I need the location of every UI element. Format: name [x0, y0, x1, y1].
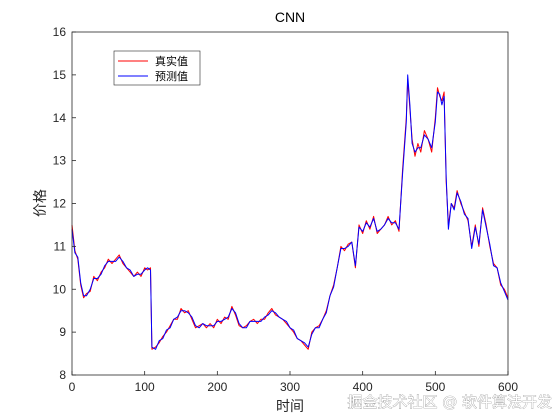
chart-title: CNN	[275, 9, 305, 25]
y-axis-label: 价格	[33, 189, 49, 217]
legend: 真实值 预测值	[113, 50, 201, 86]
y-tick-label: 16	[53, 25, 67, 39]
x-tick-label: 600	[498, 380, 518, 394]
x-tick-label: 500	[425, 380, 445, 394]
x-axis-label: 时间	[276, 399, 304, 415]
x-tick-label: 100	[135, 380, 155, 394]
x-tick-label: 200	[207, 380, 227, 394]
x-tick-label: 400	[353, 380, 373, 394]
y-tick-label: 8	[59, 368, 66, 382]
series-line-predicted	[71, 74, 509, 350]
x-tick-label: 300	[280, 380, 300, 394]
watermark-text: 掘金技术社区 @ 软件算法开发	[347, 393, 552, 411]
plot-area	[72, 32, 508, 375]
y-tick-label: 15	[53, 68, 67, 82]
x-tick-label: 0	[69, 380, 76, 394]
y-tick-label: 14	[53, 111, 67, 125]
series-layer	[71, 74, 509, 350]
y-tick-label: 13	[53, 154, 67, 168]
legend-box	[113, 50, 201, 86]
legend-label-predicted: 预测值	[155, 70, 188, 83]
y-tick-label: 10	[53, 282, 67, 296]
legend-label-actual: 真实值	[155, 54, 188, 68]
y-tick-label: 12	[53, 197, 67, 211]
y-tick-label: 9	[59, 325, 66, 339]
x-axis-ticks: 0 100 200 300 400 500 600	[69, 371, 518, 394]
y-tick-label: 11	[54, 239, 67, 253]
y-axis-ticks: 8 9 10 11 12 13 14 15 16	[53, 25, 76, 382]
